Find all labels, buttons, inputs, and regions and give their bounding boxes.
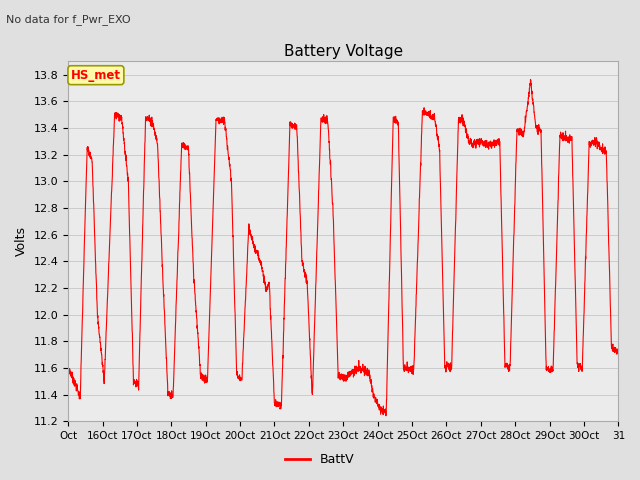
Y-axis label: Volts: Volts — [15, 226, 28, 256]
Text: HS_met: HS_met — [71, 69, 121, 82]
Title: Battery Voltage: Battery Voltage — [284, 44, 403, 59]
Text: No data for f_Pwr_EXO: No data for f_Pwr_EXO — [6, 14, 131, 25]
Legend: BattV: BattV — [280, 448, 360, 471]
